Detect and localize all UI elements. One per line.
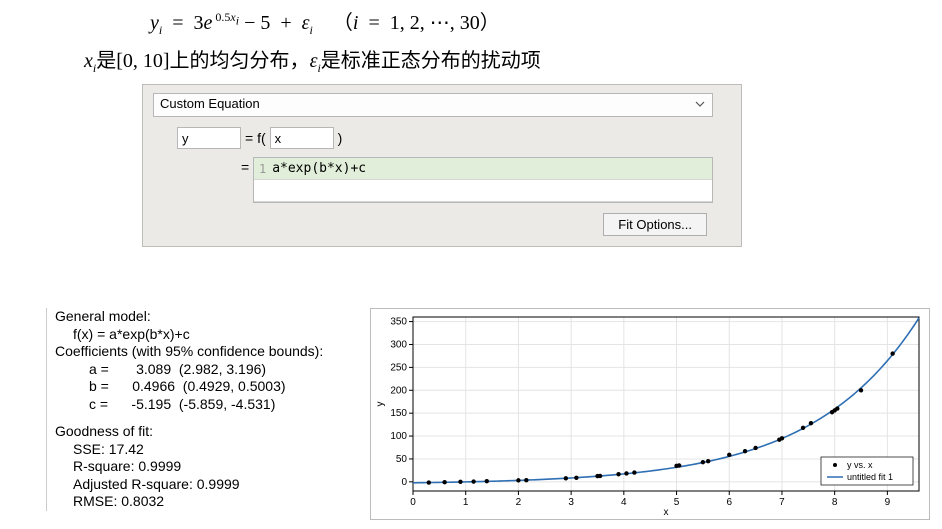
- sse: SSE: 17.42: [55, 441, 366, 459]
- svg-text:4: 4: [621, 497, 627, 508]
- y-variable-input[interactable]: [177, 127, 241, 149]
- expression-editor[interactable]: 1 a*exp(b*x)+c: [253, 157, 713, 203]
- svg-text:0: 0: [410, 497, 416, 508]
- general-model-header: General model:: [55, 308, 366, 326]
- equation-line: yi = 3e 0.5xi − 5 + εi （i = 1, 2, ⋯, 30）: [0, 6, 942, 38]
- svg-text:9: 9: [885, 497, 891, 508]
- svg-text:200: 200: [390, 385, 407, 396]
- expression-text: a*exp(b*x)+c: [268, 161, 366, 176]
- rmse: RMSE: 0.8032: [55, 493, 366, 511]
- svg-text:8: 8: [832, 497, 838, 508]
- svg-text:6: 6: [726, 497, 732, 508]
- svg-text:2: 2: [516, 497, 522, 508]
- equation-line-2: xi是[0, 10]上的均匀分布，εi是标准正态分布的扰动项: [0, 38, 942, 76]
- svg-text:300: 300: [390, 339, 407, 350]
- fit-options-button[interactable]: Fit Options...: [603, 213, 707, 236]
- x-variable-input[interactable]: [270, 127, 334, 149]
- coef-c: c = -5.195 (-5.859, -4.531): [55, 396, 366, 414]
- svg-text:y vs. x: y vs. x: [847, 460, 873, 470]
- model-formula: f(x) = a*exp(b*x)+c: [55, 326, 366, 344]
- svg-text:7: 7: [779, 497, 785, 508]
- svg-text:50: 50: [396, 454, 408, 465]
- svg-text:1: 1: [463, 497, 469, 508]
- equals-f-open: = f(: [245, 130, 266, 146]
- svg-text:5: 5: [674, 497, 680, 508]
- fit-chart: 0 1 2 3 4 5 6 7 8 9 0 50 100 150 200 250 300 350 x y y vs. x…: [370, 308, 930, 520]
- f-close-paren: ): [338, 130, 343, 146]
- expression-row: = 1 a*exp(b*x)+c: [153, 157, 731, 203]
- svg-text:350: 350: [390, 317, 407, 328]
- function-signature-row: = f( ): [153, 127, 731, 149]
- equals-sign: =: [241, 157, 253, 203]
- chevron-down-icon: [694, 98, 706, 110]
- fit-results: General model: f(x) = a*exp(b*x)+c Coeff…: [46, 308, 366, 511]
- coef-b: b = 0.4966 (0.4929, 0.5003): [55, 378, 366, 396]
- fit-type-label: Custom Equation: [160, 96, 260, 111]
- svg-text:3: 3: [568, 497, 574, 508]
- svg-text:untitled fit 1: untitled fit 1: [847, 472, 893, 482]
- svg-text:0: 0: [401, 477, 407, 488]
- coefficients-header: Coefficients (with 95% confidence bounds…: [55, 343, 366, 361]
- coef-a: a = 3.089 (2.982, 3.196): [55, 361, 366, 379]
- svg-text:x: x: [664, 507, 669, 518]
- fit-type-dropdown[interactable]: Custom Equation: [153, 93, 713, 117]
- svg-text:150: 150: [390, 408, 407, 419]
- goodness-header: Goodness of fit:: [55, 423, 366, 441]
- problem-statement: yi = 3e 0.5xi − 5 + εi （i = 1, 2, ⋯, 30）…: [0, 0, 942, 76]
- custom-equation-panel: Custom Equation = f( ) = 1 a*exp(b*x)+c …: [142, 84, 742, 247]
- r-square: R-square: 0.9999: [55, 458, 366, 476]
- svg-text:100: 100: [390, 431, 407, 442]
- line-number: 1: [254, 162, 268, 176]
- svg-text:250: 250: [390, 362, 407, 373]
- svg-text:y: y: [375, 402, 386, 407]
- adj-r-square: Adjusted R-square: 0.9999: [55, 476, 366, 494]
